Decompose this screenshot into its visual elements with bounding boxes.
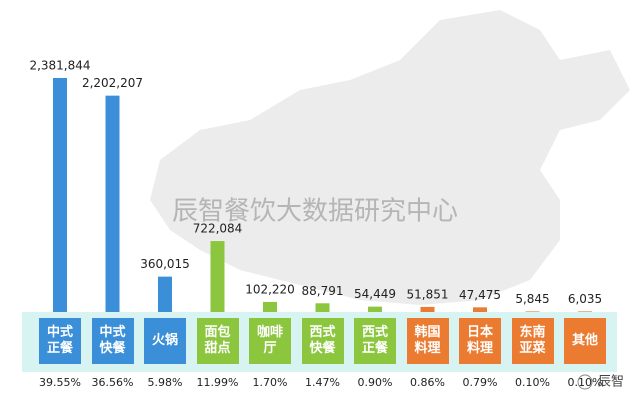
category-label: 日本 料理 [459,318,501,364]
share-label: 11.99% [197,376,239,389]
bar [368,306,382,312]
bar [525,311,540,312]
logo-icon [577,374,593,390]
category-label: 火锅 [144,318,186,364]
share-label: 0.90% [358,376,393,389]
value-label: 360,015 [140,257,190,271]
value-label: 88,791 [302,284,344,298]
share-label: 0.10% [515,376,550,389]
category-label: 中式 快餐 [91,318,134,364]
category-label: 东南 亚菜 [511,318,554,364]
value-label: 47,475 [459,288,501,302]
share-label: 39.55% [39,376,81,389]
bar [158,276,172,312]
bar [315,303,330,312]
bar [263,301,277,312]
value-label: 102,220 [245,282,295,296]
category-label: 韩国 料理 [406,318,449,364]
share-label: 0.10% [568,376,603,389]
bar [420,306,435,312]
category-label: 面包 甜点 [196,318,239,364]
watermark: 辰智餐饮大数据研究中心 [172,197,458,227]
bar [53,78,67,312]
category-label: 中式 正餐 [39,318,81,364]
value-label: 5,845 [515,292,549,306]
value-label: 6,035 [568,292,602,306]
category-label: 西式 快餐 [301,318,344,364]
value-label: 2,381,844 [29,59,90,73]
category-label: 咖啡 厅 [249,318,291,364]
map-background [150,10,630,305]
bar [105,95,120,312]
share-label: 36.56% [92,376,134,389]
share-label: 5.98% [148,376,183,389]
category-label: 西式 正餐 [354,318,396,364]
share-label: 0.79% [463,376,498,389]
value-label: 2,202,207 [82,76,143,90]
share-label: 1.47% [305,376,340,389]
bar [578,311,592,312]
share-label: 0.86% [410,376,445,389]
value-label: 54,449 [354,287,396,301]
share-label: 1.70% [253,376,288,389]
logo-text: 辰智 [598,375,624,390]
value-label: 722,084 [193,222,243,236]
value-label: 51,851 [407,287,449,301]
bar [473,307,487,312]
category-label: 其他 [564,318,606,364]
bar [210,241,225,312]
